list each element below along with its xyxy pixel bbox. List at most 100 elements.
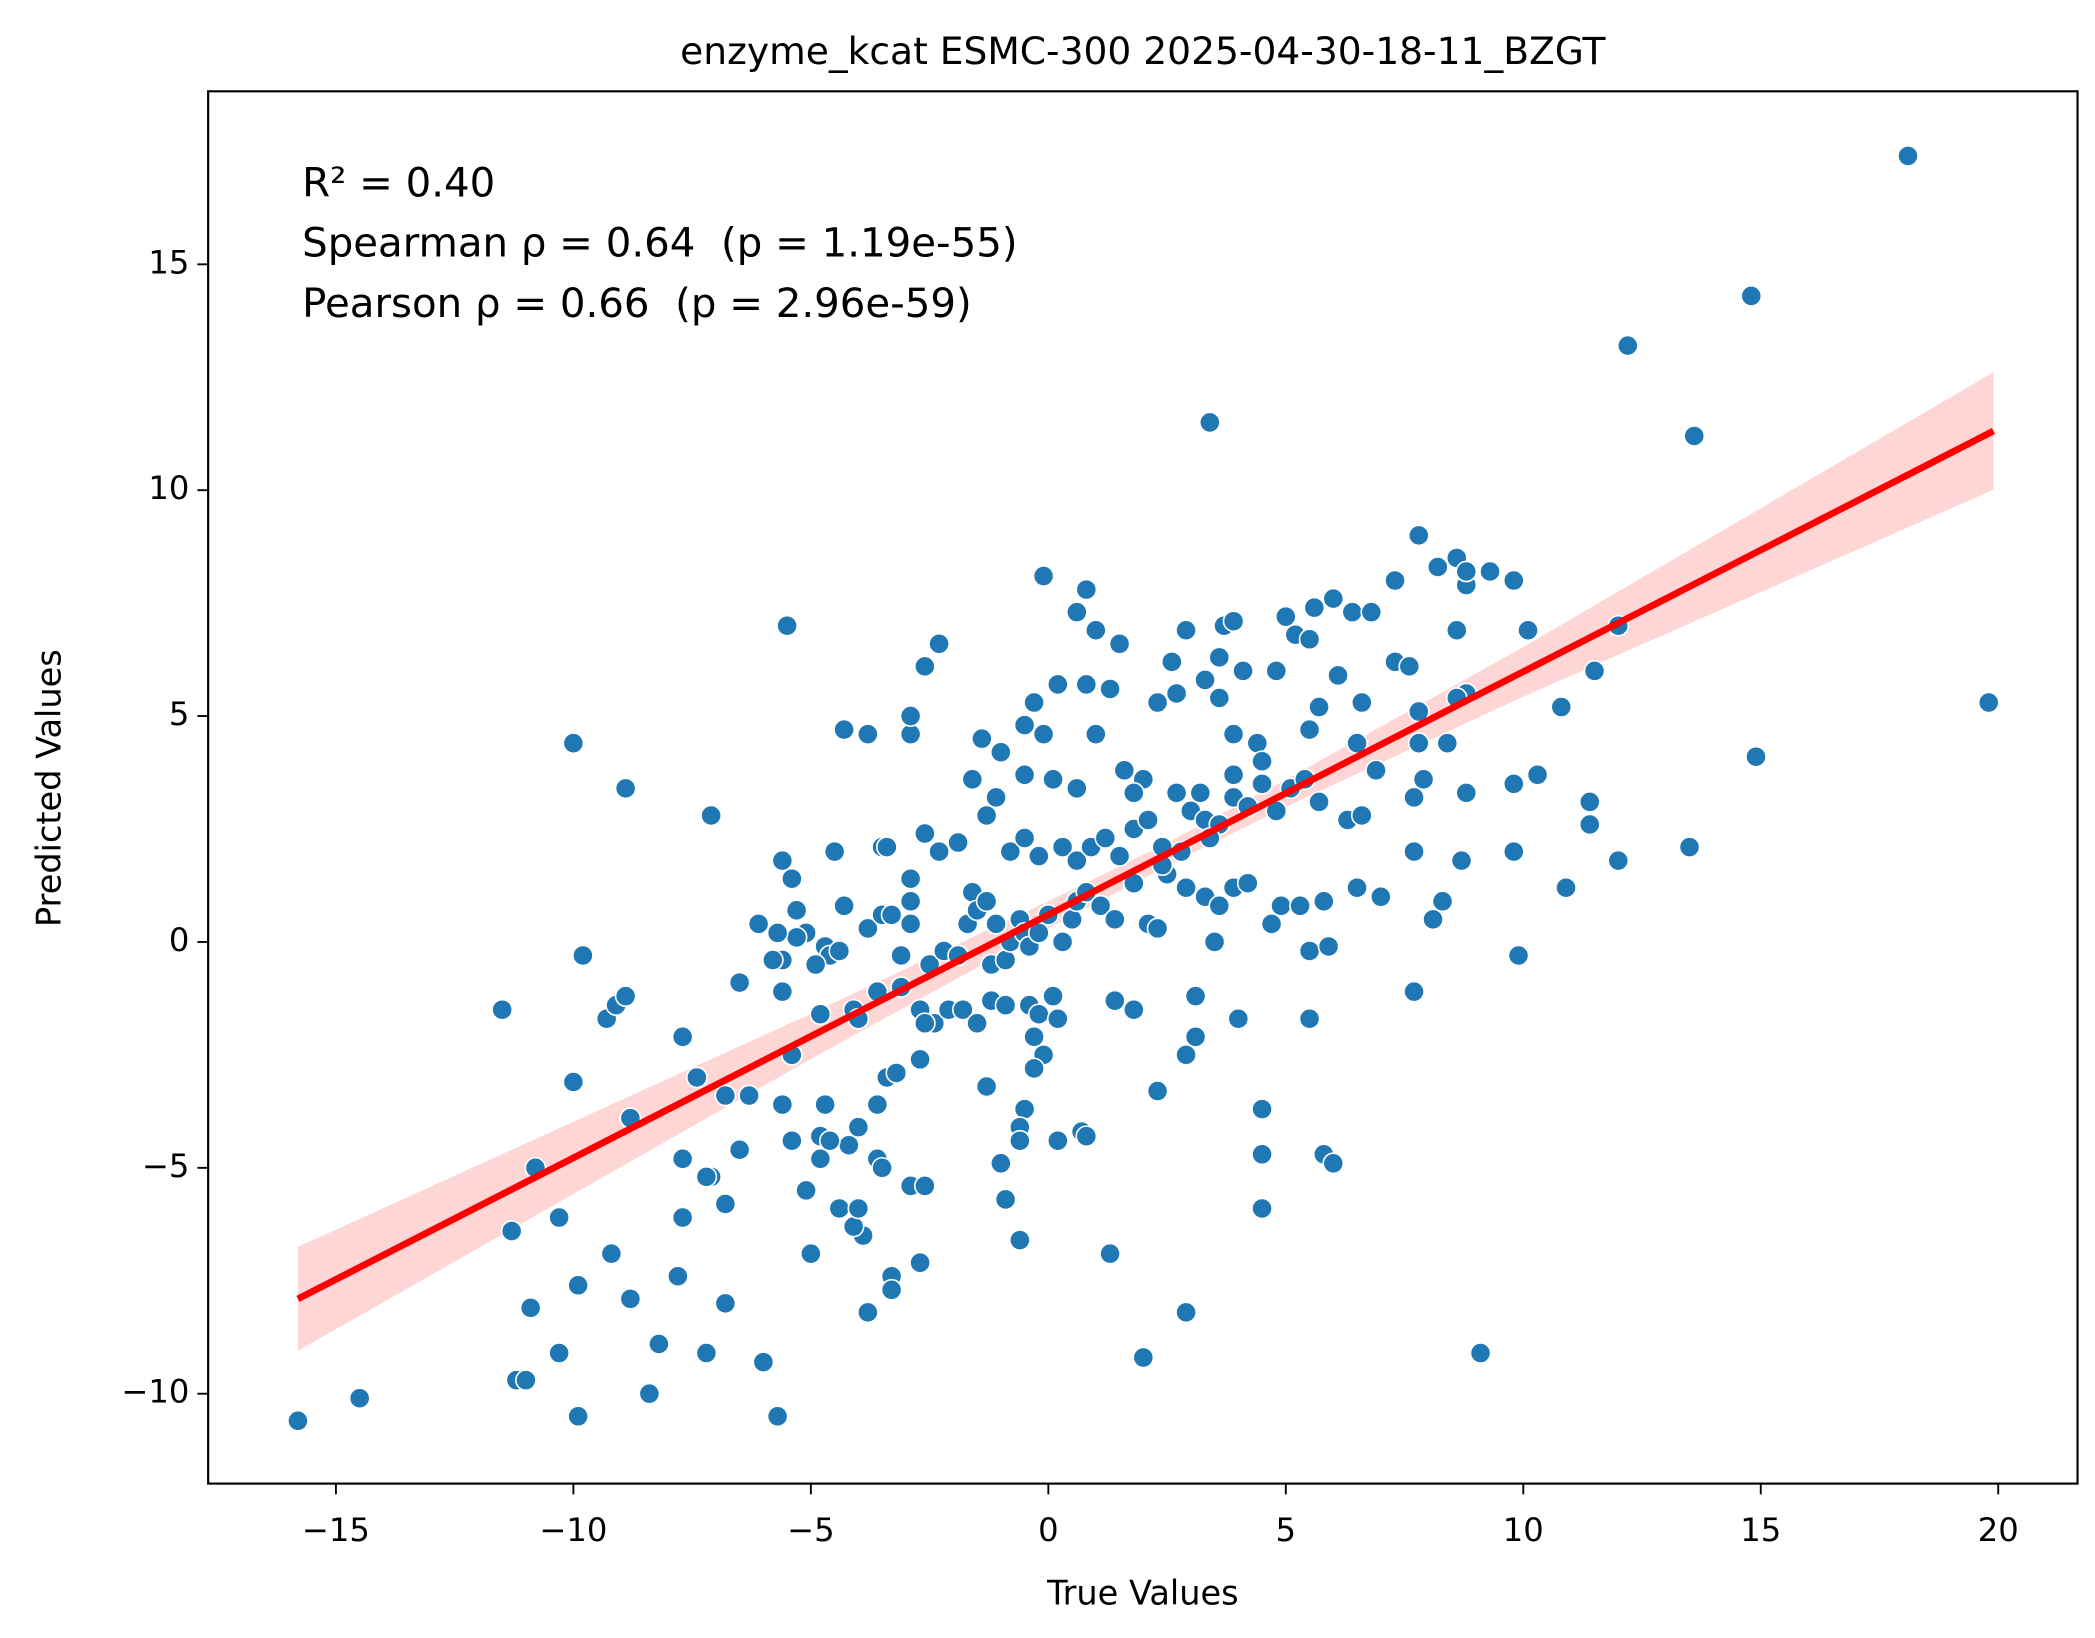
data-point <box>1308 791 1330 813</box>
y-tick-label: 15 <box>148 243 189 281</box>
data-point <box>572 944 594 967</box>
data-point <box>519 1296 542 1319</box>
data-point <box>985 913 1007 935</box>
data-point <box>785 899 808 922</box>
data-point <box>947 831 969 854</box>
data-point <box>804 953 827 976</box>
data-point <box>491 998 514 1021</box>
data-point <box>761 949 784 971</box>
data-point <box>752 1351 775 1373</box>
data-point <box>500 1220 523 1242</box>
data-point <box>619 1287 642 1310</box>
data-point <box>828 1197 851 1220</box>
data-point <box>1360 601 1383 624</box>
data-point <box>548 1206 571 1229</box>
data-point <box>287 1409 309 1432</box>
data-point <box>1251 1143 1273 1166</box>
data-point <box>1099 678 1121 700</box>
data-point <box>1175 876 1197 899</box>
chart-title: enzyme_kcat ESMC-300 2025-04-30-18-11_BZ… <box>680 29 1606 73</box>
data-point <box>1008 1129 1031 1152</box>
data-point <box>1479 560 1501 583</box>
data-point <box>823 840 846 863</box>
data-point <box>1184 1025 1207 1048</box>
data-point <box>1175 619 1197 642</box>
data-point <box>348 1387 371 1410</box>
data-point <box>1023 691 1045 714</box>
data-point <box>1051 836 1074 858</box>
data-point <box>638 1382 661 1405</box>
data-point <box>714 1292 737 1315</box>
data-point <box>780 867 803 890</box>
data-point <box>1108 845 1131 867</box>
data-point <box>776 614 798 637</box>
data-point <box>1322 1152 1345 1175</box>
regression-line <box>296 428 1996 1302</box>
data-point <box>1502 840 1525 863</box>
data-point <box>1740 285 1763 307</box>
data-point <box>1075 1125 1098 1148</box>
data-point <box>1094 827 1117 849</box>
data-point <box>809 1003 832 1026</box>
data-point <box>1403 980 1425 1003</box>
data-point <box>1426 556 1449 578</box>
data-point <box>1065 849 1088 872</box>
x-tick-label: 15 <box>1740 1511 1781 1549</box>
data-point <box>909 1251 931 1274</box>
data-point <box>1616 334 1639 357</box>
data-point <box>780 1129 803 1152</box>
data-point <box>747 913 770 935</box>
data-point <box>1008 1229 1031 1251</box>
data-point <box>562 732 585 755</box>
data-point <box>994 994 1017 1017</box>
data-point <box>975 890 998 913</box>
data-point <box>871 1156 893 1179</box>
data-point <box>975 1075 998 1098</box>
data-point <box>899 705 922 727</box>
data-point <box>833 718 855 741</box>
data-point <box>1061 908 1083 931</box>
data-point <box>1103 989 1126 1012</box>
data-point <box>1507 944 1530 967</box>
data-point <box>614 777 637 800</box>
data-point <box>1517 619 1539 642</box>
data-point <box>714 1193 737 1215</box>
data-point <box>1550 696 1573 718</box>
x-tick-label: 20 <box>1978 1511 2019 1549</box>
stats-annotation: Spearman ρ = 0.64 (p = 1.19e-55) <box>302 221 1017 267</box>
data-point <box>999 840 1022 863</box>
data-point <box>1065 777 1088 800</box>
data-point <box>1450 849 1473 872</box>
data-point <box>1046 673 1069 696</box>
data-point <box>728 1138 751 1161</box>
data-point <box>1046 1007 1069 1030</box>
x-tick-label: 0 <box>1038 1511 1059 1549</box>
data-point <box>856 1301 879 1324</box>
data-point <box>1075 578 1098 601</box>
data-point <box>1502 772 1525 795</box>
data-point <box>928 632 950 655</box>
data-point <box>1051 931 1074 953</box>
data-point <box>890 944 912 967</box>
data-point <box>842 1215 865 1238</box>
data-point <box>1065 601 1088 624</box>
data-point <box>913 822 936 845</box>
data-point <box>648 1333 670 1355</box>
y-axis-label: Predicted Values <box>30 649 69 927</box>
data-point <box>875 836 898 858</box>
data-point <box>1194 669 1216 691</box>
data-point <box>856 917 879 940</box>
data-point <box>1165 781 1188 804</box>
data-point <box>1322 587 1345 610</box>
data-point <box>1027 1003 1050 1026</box>
data-point <box>1013 763 1036 786</box>
data-point <box>771 849 794 872</box>
data-point <box>1578 791 1601 813</box>
data-point <box>1246 732 1269 755</box>
data-point <box>1208 894 1231 917</box>
data-point <box>695 1165 718 1188</box>
data-point <box>1251 772 1273 795</box>
stats-annotation: Pearson ρ = 0.66 (p = 2.96e-59) <box>302 281 972 327</box>
plot-frame <box>207 90 2079 1485</box>
